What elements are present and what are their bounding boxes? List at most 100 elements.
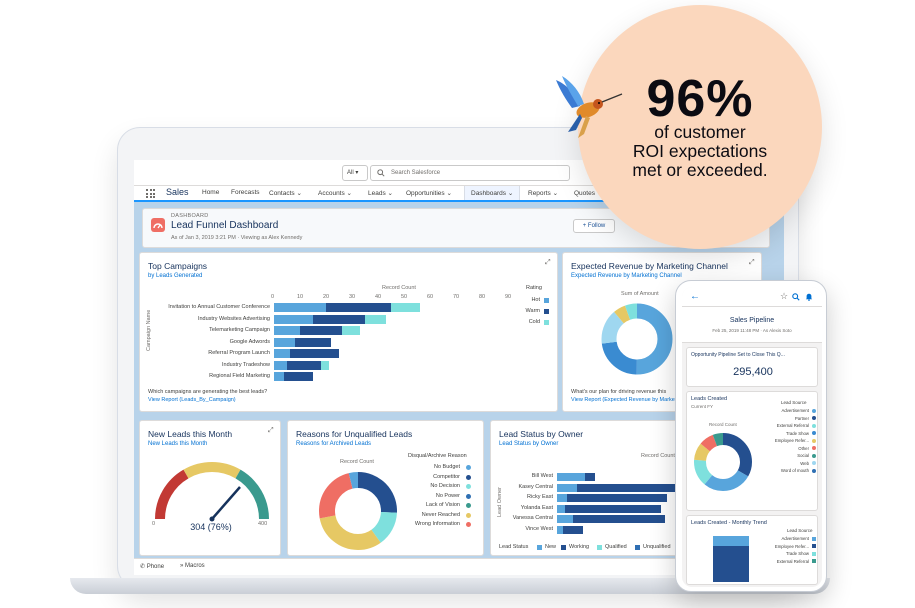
- legend-swatch-unqualified: [635, 545, 640, 550]
- nav-tab-leads[interactable]: Leads ⌄: [368, 190, 393, 197]
- revenue-donut-chart: [601, 303, 673, 375]
- axis-title: Record Count: [382, 285, 416, 291]
- utility-bar: ✆ Phone » Macros: [134, 558, 784, 575]
- legend-swatch-cold: [544, 320, 549, 325]
- view-report-link[interactable]: View Report (Leads_By_Campaign): [148, 397, 236, 403]
- unqualified-reasons-card: Reasons for Unqualified Leads Reasons fo…: [287, 420, 484, 556]
- laptop-base: [70, 578, 830, 594]
- nav-tab-accounts[interactable]: Accounts ⌄: [318, 190, 353, 197]
- donut-segment-4: [319, 472, 397, 550]
- card-title: Top Campaigns: [148, 261, 208, 271]
- donut-segment-2: [694, 433, 752, 491]
- source-dot: [812, 431, 816, 435]
- gauge-needle: [211, 486, 241, 520]
- search-icon[interactable]: [792, 293, 800, 301]
- phone-title-area: Sales Pipeline Feb 25, 2019 11:48 PM · A…: [682, 307, 822, 343]
- gauge-pivot: [209, 516, 215, 522]
- phone-screen: ← ☆ Sales Pipeline Feb 25, 2019 11:48 PM…: [682, 287, 822, 587]
- campaign-label: Referral Program Launch: [208, 350, 270, 356]
- monthly-source-swatch: [812, 544, 816, 548]
- badge-text: of customer ROI expectations met or exce…: [578, 123, 822, 180]
- owner-label: Ricky East: [527, 494, 553, 500]
- macros-utility[interactable]: » Macros: [180, 563, 205, 569]
- legend-qualified: Qualified: [605, 544, 627, 550]
- bar-new: [557, 473, 585, 481]
- card-subtitle[interactable]: New Leads this Month: [148, 441, 208, 447]
- nav-tab-contacts[interactable]: Contacts ⌄: [269, 190, 302, 197]
- bar-cold: [341, 326, 360, 335]
- bar-cold: [365, 314, 386, 324]
- search-placeholder: Search Salesforce: [391, 170, 441, 176]
- bar-working: [565, 504, 661, 513]
- back-arrow-icon[interactable]: ←: [690, 291, 700, 302]
- bar-working: [563, 525, 583, 534]
- dashboard-icon: [151, 218, 165, 232]
- bell-icon[interactable]: [805, 292, 813, 301]
- source-dot: [812, 423, 816, 428]
- quotes-label: Quotes: [574, 190, 595, 197]
- monthly-source-swatch: [812, 559, 816, 563]
- roi-badge: 96% of customer ROI expectations met or …: [578, 5, 822, 249]
- legend-working: Working: [569, 544, 590, 550]
- legend-title: Disqual/Archive Reason: [408, 453, 467, 459]
- expand-icon[interactable]: ⤢: [268, 427, 274, 434]
- view-report-link[interactable]: View Report (Expected Revenue by Marke: [571, 397, 675, 403]
- nav-tab-forecasts[interactable]: Forecasts: [231, 189, 260, 196]
- x-tick-label: 80: [479, 294, 486, 300]
- legend-swatch-warm: [544, 309, 549, 314]
- legend-item-label: Competitor: [433, 473, 460, 480]
- x-tick-label: 60: [427, 294, 434, 300]
- search-scope-select[interactable]: All ▾: [342, 165, 368, 181]
- x-tick-label: 90: [505, 294, 512, 300]
- global-search-input[interactable]: Search Salesforce: [370, 165, 570, 181]
- trend-bar-segment-2: [713, 546, 749, 582]
- card-subtitle[interactable]: Lead Status by Owner: [499, 441, 559, 447]
- phone-utility[interactable]: ✆ Phone: [140, 564, 165, 570]
- legend-unqualified: Unqualified: [643, 544, 671, 550]
- monthly-trend-title: Leads Created - Monthly Trend: [691, 520, 767, 526]
- card-subtitle[interactable]: by Leads Generated: [148, 273, 203, 279]
- app-launcher-icon[interactable]: [146, 189, 155, 198]
- legend-item-label: No Budget: [434, 464, 460, 470]
- owner-label: Kasey Central: [518, 483, 553, 490]
- source-dot: [812, 446, 816, 450]
- expand-icon[interactable]: ⤢: [749, 259, 755, 266]
- x-tick-label: 20: [323, 294, 330, 300]
- x-tick-label: 50: [401, 294, 408, 300]
- source-label: Employee Refer...: [774, 438, 809, 443]
- nav-tab-home[interactable]: Home: [202, 189, 220, 196]
- owner-label: Vince West: [525, 525, 553, 532]
- card-subtitle[interactable]: Expected Revenue by Marketing Channel: [571, 273, 682, 279]
- source-label: Social: [797, 453, 809, 458]
- badge-line-2: ROI expectations: [632, 141, 768, 161]
- source-legend-title: Lead Source: [781, 400, 807, 405]
- expand-icon[interactable]: ⤢: [545, 259, 551, 266]
- source-label: Advertisement: [781, 408, 809, 413]
- donut-segment-3: [694, 433, 752, 491]
- phone-page-meta: Feb 25, 2019 11:48 PM · As Alexis Soto: [712, 328, 792, 333]
- bar-warm: [294, 337, 332, 347]
- nav-tab-opportunities[interactable]: Opportunities ⌄: [406, 190, 452, 197]
- bar-new: [557, 483, 577, 492]
- phone-label: Phone: [146, 564, 165, 570]
- star-icon[interactable]: ☆: [780, 291, 789, 301]
- pipeline-metric-card: Opportunity Pipeline Set to Close This Q…: [686, 347, 818, 387]
- monthly-source-label: Employee Refer...: [774, 543, 809, 549]
- gauge-max: 400: [258, 521, 268, 527]
- phone-header: ← ☆: [682, 287, 822, 307]
- nav-tab-reports[interactable]: Reports ⌄: [528, 190, 559, 197]
- monthly-source-swatch: [812, 551, 816, 556]
- gauge-red-band: [155, 469, 189, 520]
- x-tick-label: 30: [349, 294, 356, 300]
- bar-new: [557, 504, 565, 513]
- monthly-source-label: Trade Show: [785, 551, 809, 556]
- legend-dot: [466, 503, 471, 508]
- leads-label: Leads: [368, 190, 386, 197]
- legend-swatch-working: [561, 545, 566, 550]
- source-label: Word of mouth: [780, 468, 809, 473]
- card-subtitle[interactable]: Reasons for Archived Leads: [296, 441, 372, 447]
- nav-tab-dashboards[interactable]: Dashboards ⌄: [464, 186, 521, 200]
- badge-line-1: of customer: [654, 122, 746, 142]
- follow-button[interactable]: + Follow: [573, 219, 615, 233]
- legend-item-label: No Decision: [430, 483, 460, 489]
